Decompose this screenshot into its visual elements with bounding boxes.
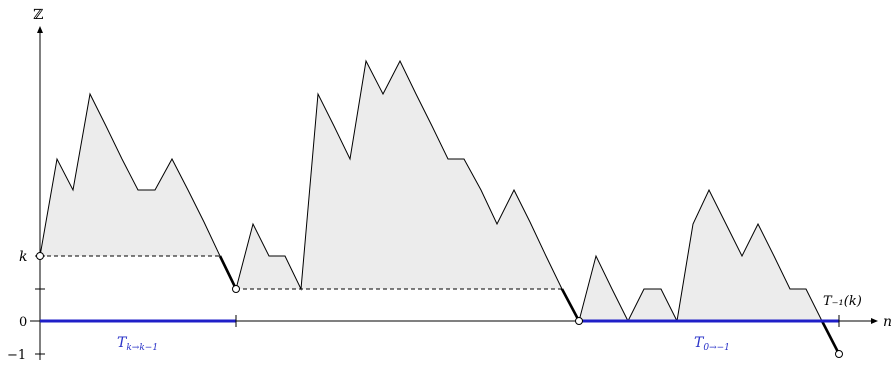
marker-zero (575, 317, 583, 325)
down-step-3 (820, 320, 841, 355)
walk-path-3 (578, 188, 823, 323)
hitting-time-label: T₋₁(k) (823, 294, 862, 309)
tick-label-zero: 0 (19, 315, 27, 330)
excursion-fill-2 (236, 61, 562, 289)
marker-start-k (36, 252, 44, 260)
x-axis-arrowhead (871, 318, 878, 324)
excursion-fill-3 (579, 190, 822, 321)
tick-label-minus-one: −1 (7, 348, 26, 363)
marker-minus-one (835, 350, 843, 358)
walk-path-2 (235, 59, 563, 291)
x-axis-label: n (883, 314, 892, 330)
y-axis-label: ℤ (33, 7, 43, 23)
segment-label-2: T0→−1 (694, 335, 730, 353)
segment-label-1: Tk→k−1 (117, 335, 158, 353)
down-step-1 (218, 255, 238, 290)
tick-label-k: k (19, 249, 27, 265)
y-axis-arrowhead (37, 26, 43, 33)
down-step-2 (560, 288, 581, 322)
marker-k-minus-one (232, 285, 240, 293)
walk-path-1 (39, 92, 221, 257)
